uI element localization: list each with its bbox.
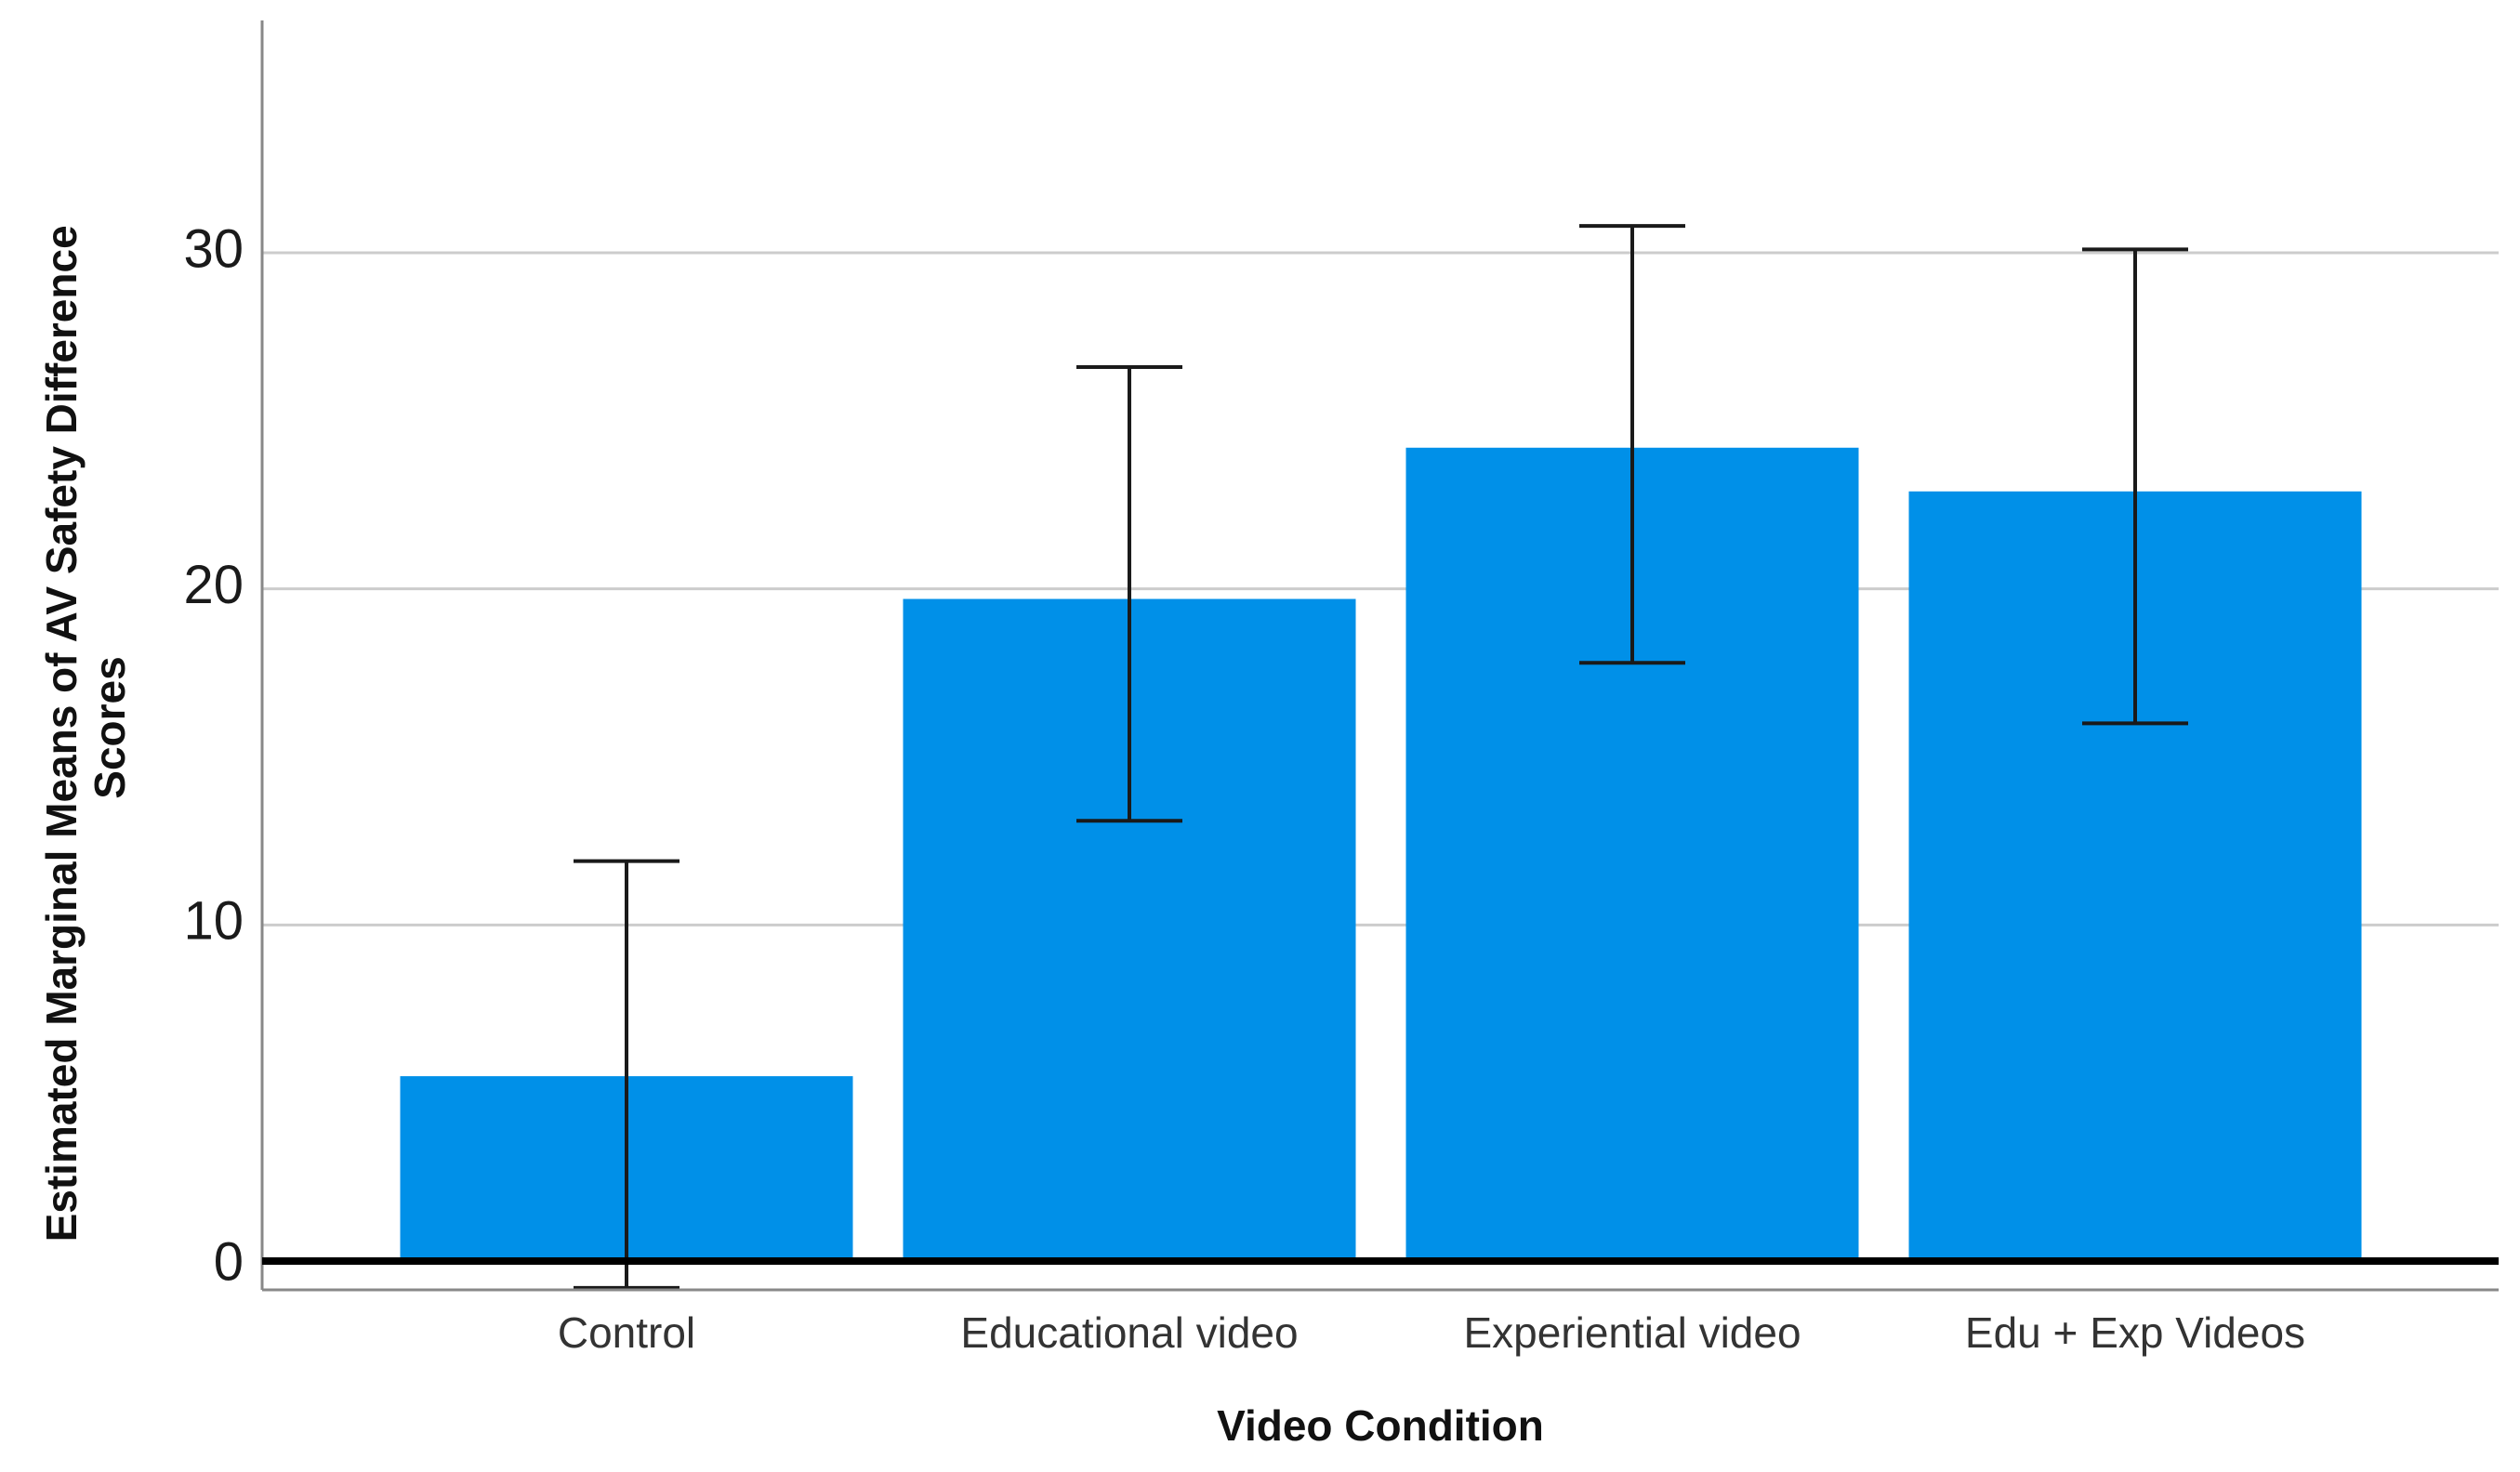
x-tick-label: Experiential video: [1463, 1308, 1801, 1357]
x-tick-label: Edu + Exp Videos: [1965, 1308, 2305, 1357]
bars: [400, 447, 2362, 1261]
error-bar: [1076, 364, 1182, 823]
y-axis-title-line-2: Scores: [86, 656, 134, 798]
axes: [260, 20, 2499, 1292]
error-bar: [2082, 247, 2188, 726]
error-bar: [574, 859, 679, 1290]
x-axis-title: Video Condition: [1217, 1401, 1544, 1450]
error-bar: [1579, 224, 1685, 665]
y-tick-label: 20: [183, 555, 244, 615]
error-bars: [574, 224, 2188, 1290]
y-axis-title-line-1: Estimated Marginal Means of AV Safety Di…: [37, 225, 86, 1242]
y-tick-label: 0: [214, 1231, 244, 1292]
y-tick-labels: 0 10 20 30: [183, 218, 244, 1292]
x-tick-label: Control: [558, 1308, 695, 1357]
x-tick-labels: Control Educational video Experiential vid…: [558, 1308, 2305, 1357]
x-tick-label: Educational video: [960, 1308, 1298, 1357]
y-tick-label: 10: [183, 891, 244, 952]
y-tick-label: 30: [183, 218, 244, 279]
y-axis-title: Estimated Marginal Means of AV Safety Di…: [37, 214, 134, 1242]
